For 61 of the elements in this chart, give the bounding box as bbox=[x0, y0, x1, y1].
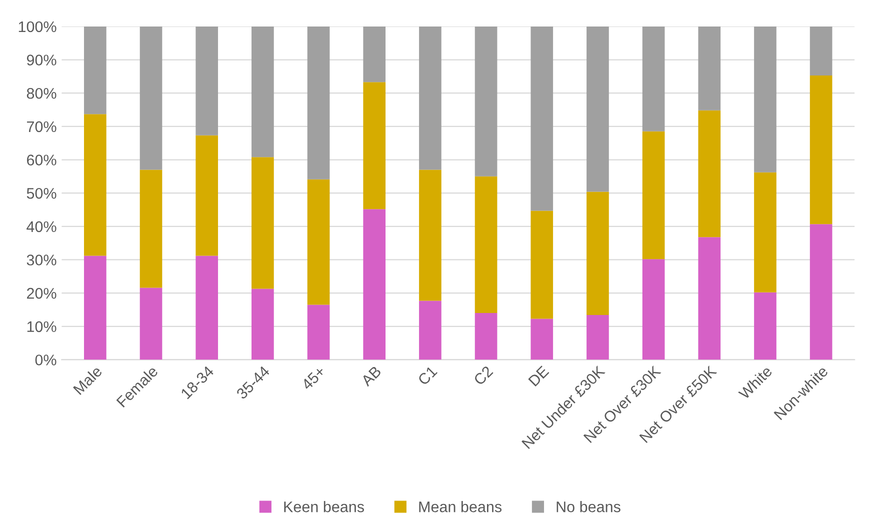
y-tick-label: 60% bbox=[27, 154, 56, 166]
bar bbox=[307, 304, 330, 360]
bar bbox=[586, 26, 609, 192]
bar bbox=[530, 210, 554, 319]
bar bbox=[307, 26, 330, 180]
bar bbox=[196, 135, 218, 256]
bar bbox=[140, 170, 162, 288]
bar bbox=[252, 288, 274, 360]
y-tick-label: 90% bbox=[26, 54, 56, 66]
legend-label: Mean beans bbox=[419, 501, 502, 512]
bar bbox=[84, 256, 106, 360]
bar bbox=[84, 114, 106, 256]
bar bbox=[530, 318, 554, 360]
bar bbox=[642, 131, 665, 260]
bar bbox=[363, 82, 386, 210]
bar bbox=[252, 157, 274, 289]
bar bbox=[810, 224, 832, 360]
legend-label: No beans bbox=[556, 501, 620, 512]
bar bbox=[698, 237, 721, 360]
bar bbox=[419, 170, 442, 301]
bar bbox=[698, 110, 721, 238]
bar bbox=[84, 26, 106, 114]
bar bbox=[252, 26, 274, 158]
x-tick-label: AB bbox=[360, 366, 382, 387]
bar bbox=[196, 256, 218, 360]
bar bbox=[754, 292, 776, 360]
bar bbox=[586, 192, 609, 316]
bar bbox=[419, 300, 442, 360]
y-tick-label: 50% bbox=[26, 188, 56, 199]
bar bbox=[140, 26, 162, 170]
x-tick-label: C1 bbox=[417, 365, 438, 386]
y-tick-label: 0% bbox=[35, 354, 56, 366]
y-tick-label: 10% bbox=[27, 321, 56, 332]
y-tick-label: 30% bbox=[26, 254, 56, 266]
bar bbox=[642, 259, 665, 360]
bar bbox=[810, 26, 832, 76]
bar bbox=[586, 315, 609, 360]
y-tick-label: 70% bbox=[27, 121, 56, 132]
y-tick-label: 80% bbox=[26, 88, 56, 99]
bar bbox=[754, 172, 776, 292]
y-tick-label: 40% bbox=[26, 221, 56, 232]
bar bbox=[754, 26, 776, 172]
y-tick-label: 100% bbox=[18, 21, 56, 32]
x-tick-label: 45+ bbox=[300, 366, 326, 391]
bar bbox=[140, 288, 162, 360]
bar bbox=[810, 75, 832, 224]
bar bbox=[474, 176, 498, 314]
bar bbox=[363, 26, 386, 82]
bar bbox=[419, 26, 442, 170]
x-tick-label: DE bbox=[528, 365, 550, 387]
bar bbox=[196, 26, 218, 136]
bar bbox=[698, 26, 721, 110]
x-tick-label: C2 bbox=[473, 365, 494, 386]
bar bbox=[530, 26, 554, 211]
legend-label: Keen beans bbox=[284, 501, 364, 512]
y-tick-label: 20% bbox=[27, 288, 56, 299]
bar bbox=[363, 209, 386, 360]
bar bbox=[642, 26, 665, 132]
bar bbox=[474, 313, 498, 360]
bar bbox=[307, 179, 330, 305]
bar bbox=[474, 26, 498, 176]
